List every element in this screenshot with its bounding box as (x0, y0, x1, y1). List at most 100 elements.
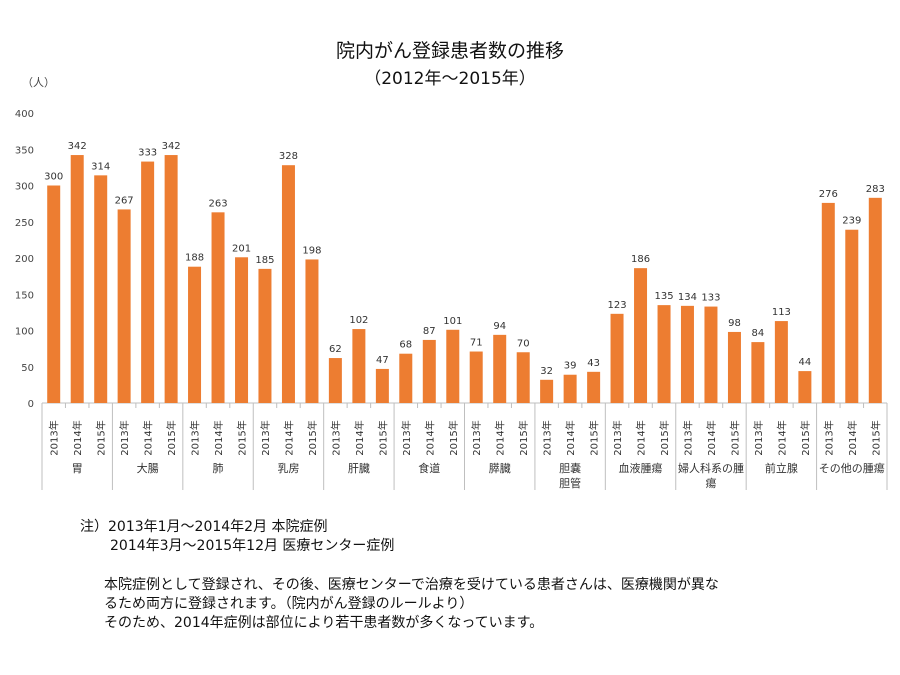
x-tick-label: 2013年 (189, 420, 202, 455)
category-label: その他の腫瘍 (819, 461, 885, 475)
x-tick-label: 2014年 (846, 420, 859, 455)
data-label: 333 (138, 148, 157, 159)
category-label: 乳房 (277, 462, 299, 475)
x-tick-label: 2014年 (564, 420, 577, 455)
x-tick-label: 2014年 (635, 420, 648, 455)
x-tick-label: 2015年 (728, 420, 741, 455)
bar (704, 306, 718, 403)
footnotes: 注）2013年1月～2014年2月 本院症例 2014年3月～2015年12月 … (80, 518, 719, 633)
data-label: 70 (517, 338, 530, 349)
x-tick-label: 2015年 (306, 420, 319, 455)
data-label: 283 (866, 184, 885, 195)
bar (258, 268, 272, 403)
bar (188, 266, 202, 403)
y-tick-label: 400 (15, 109, 34, 120)
bar (751, 342, 765, 403)
data-label: 44 (799, 357, 812, 368)
bar (727, 331, 741, 403)
data-label: 32 (540, 366, 553, 377)
data-label: 68 (399, 340, 412, 351)
bar (821, 202, 835, 403)
bar (281, 165, 295, 403)
y-tick-label: 250 (15, 218, 34, 229)
x-tick-label: 2013年 (400, 420, 413, 455)
bar (375, 368, 389, 403)
x-tick-label: 2013年 (822, 420, 835, 455)
data-label: 102 (349, 315, 368, 326)
y-tick-label: 100 (15, 327, 34, 338)
note-paragraph-line-1: 本院症例として登録され、その後、医療センターで治療を受けている患者さんは、医療機… (104, 577, 719, 593)
bar (305, 259, 319, 403)
data-label: 263 (208, 198, 227, 209)
bar (868, 197, 882, 403)
x-tick-label: 2014年 (353, 420, 366, 455)
bar (798, 371, 812, 403)
data-label: 239 (842, 216, 861, 227)
note-line-1: 注）2013年1月～2014年2月 本院症例 (80, 519, 328, 535)
data-label: 342 (68, 141, 87, 152)
y-tick-label: 150 (15, 290, 34, 301)
category-label: 食道 (418, 461, 440, 475)
data-label: 201 (232, 243, 251, 254)
bar (399, 353, 413, 403)
x-tick-label: 2015年 (658, 420, 671, 455)
bar (164, 155, 178, 403)
category-label: 胆嚢胆管 (559, 461, 581, 490)
bar (211, 212, 225, 403)
category-label: 大腸 (137, 461, 159, 475)
x-tick-label: 2014年 (423, 420, 436, 455)
x-tick-label: 2015年 (95, 420, 108, 455)
data-label: 87 (423, 326, 436, 337)
bar (328, 358, 342, 403)
chart-title: 院内がん登録患者数の推移 (335, 40, 564, 62)
x-tick-label: 2014年 (494, 420, 507, 455)
x-tick-label: 2015年 (517, 420, 530, 455)
x-tick-label: 2015年 (869, 420, 882, 455)
data-label: 47 (376, 355, 389, 366)
x-tick-label: 2015年 (165, 420, 178, 455)
bar (235, 257, 249, 403)
x-tick-label: 2015年 (376, 420, 389, 455)
data-label: 267 (115, 195, 134, 206)
data-label: 98 (728, 318, 741, 329)
category-label: 前立腺 (765, 461, 798, 475)
chart-subtitle: （2012年～2015年） (364, 69, 536, 89)
x-tick-label: 2014年 (775, 420, 788, 455)
data-label: 314 (91, 161, 110, 172)
x-tick-label: 2013年 (681, 420, 694, 455)
note-paragraph-line-3: そのため、2014年症例は部位により若干患者数が多くなっています。 (104, 615, 544, 631)
x-tick-label: 2014年 (71, 420, 84, 455)
data-label: 71 (470, 338, 483, 349)
x-tick-label: 2014年 (282, 420, 295, 455)
y-tick-label: 350 (15, 145, 34, 156)
bar (469, 351, 483, 403)
category-label: 肺 (213, 462, 224, 475)
data-label: 342 (162, 141, 181, 152)
bar (610, 313, 624, 403)
note-paragraph-line-2: るため両方に登録されます。（院内がん登録のルールより） (104, 596, 474, 612)
bar (845, 229, 859, 403)
data-label: 328 (279, 151, 298, 162)
data-label: 39 (564, 361, 577, 372)
x-tick-label: 2015年 (236, 420, 249, 455)
bar (587, 371, 601, 403)
category-label: 婦人科系の腫瘍 (678, 461, 744, 490)
note-line-2: 2014年3月～2015年12月 医療センター症例 (110, 538, 395, 554)
x-tick-label: 2014年 (212, 420, 225, 455)
y-tick-label: 200 (15, 254, 34, 265)
bar (422, 339, 436, 403)
bar (563, 374, 577, 403)
y-axis-unit: （人） (22, 76, 55, 89)
data-label: 188 (185, 253, 204, 264)
x-tick-label: 2013年 (611, 420, 624, 455)
x-tick-label: 2015年 (588, 420, 601, 455)
bar (493, 334, 507, 403)
category-label: 膵臓 (489, 462, 511, 475)
x-tick-label: 2013年 (470, 420, 483, 455)
bar-chart: 0 50 100 150 200 250 300 350 400 300 2013年 342 2014年… (15, 109, 888, 490)
category-label: 肝臓 (348, 462, 370, 475)
data-label: 198 (302, 245, 321, 256)
bar (516, 352, 530, 403)
bar (540, 379, 554, 403)
category-label: 胃 (72, 462, 83, 475)
